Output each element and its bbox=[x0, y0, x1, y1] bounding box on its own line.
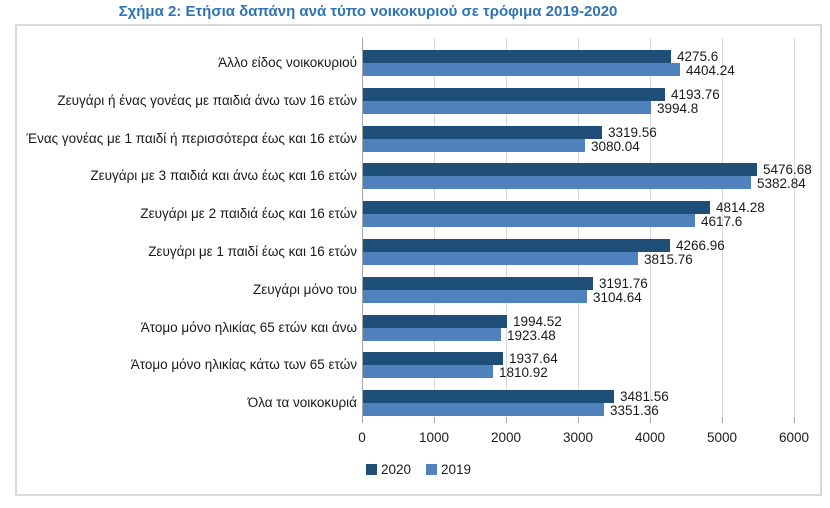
category-label: Ζευγάρι ή ένας γονέας με παιδιά άνω των … bbox=[57, 92, 357, 108]
category-label: Ζευγάρι με 3 παιδιά και άνω έως και 16 ε… bbox=[90, 168, 357, 184]
axis-tickmark bbox=[794, 417, 795, 423]
gridline bbox=[794, 38, 795, 417]
category-label: Άτομο μόνο ηλικίας κάτω των 65 ετών bbox=[130, 357, 357, 373]
value-label-2019: 4617.6 bbox=[701, 214, 743, 230]
bar-2020 bbox=[363, 352, 503, 366]
axis-tickmark bbox=[506, 417, 507, 423]
x-axis-tick-label: 6000 bbox=[778, 430, 810, 445]
legend-item-2019: 2019 bbox=[426, 462, 471, 477]
value-label-2020: 3319.56 bbox=[608, 124, 657, 140]
value-label-2020: 3481.56 bbox=[620, 389, 669, 405]
x-axis-tick-label: 3000 bbox=[562, 430, 594, 445]
bar-2020 bbox=[363, 163, 757, 177]
bar-2019 bbox=[363, 138, 585, 152]
value-label-2019: 3994.8 bbox=[657, 100, 699, 116]
gridline bbox=[722, 38, 723, 417]
bar-2020 bbox=[363, 125, 602, 139]
category-label: Άτομο μόνο ηλικίας 65 ετών και άνω bbox=[140, 319, 357, 335]
value-label-2019: 3080.04 bbox=[591, 138, 640, 154]
bar-2019 bbox=[363, 289, 587, 303]
value-label-2020: 4266.96 bbox=[676, 238, 725, 253]
gridline bbox=[650, 38, 651, 417]
legend-swatch-2020-icon bbox=[365, 464, 377, 475]
bar-2020 bbox=[363, 314, 507, 328]
category-label: Ένας γονέας με 1 παιδί ή περισσότερα έως… bbox=[26, 130, 358, 146]
chart-frame: 0 1000 2000 3000 4000 5000 6000 4275.6 4404.24 Άλ… bbox=[15, 24, 822, 496]
legend-label-2019: 2019 bbox=[441, 462, 472, 477]
bar-2019 bbox=[363, 365, 493, 379]
bar-2020 bbox=[363, 276, 593, 290]
value-label-2019: 1923.48 bbox=[507, 327, 556, 343]
axis-tickmark bbox=[722, 417, 723, 423]
value-label-2019: 3351.36 bbox=[610, 403, 659, 419]
bar-2020 bbox=[363, 239, 670, 252]
legend-label-2020: 2020 bbox=[380, 462, 411, 477]
value-label-2020: 5476.68 bbox=[763, 162, 812, 178]
x-axis-tick-label: 1000 bbox=[418, 430, 450, 445]
x-axis-tick-label: 5000 bbox=[706, 430, 738, 445]
value-label-2019: 4404.24 bbox=[686, 63, 735, 78]
x-axis-tick-label: 2000 bbox=[490, 430, 522, 445]
bar-2019 bbox=[363, 63, 680, 76]
axis-tickmark bbox=[362, 417, 363, 423]
bar-2019 bbox=[363, 214, 695, 228]
category-label: Ζευγάρι μόνο του bbox=[253, 281, 357, 297]
gridline bbox=[434, 38, 435, 417]
axis-tickmark bbox=[650, 417, 651, 423]
bar-2019 bbox=[363, 252, 638, 265]
bar-2019 bbox=[363, 100, 651, 114]
value-label-2019: 5382.84 bbox=[757, 176, 806, 192]
axis-tickmark bbox=[434, 417, 435, 423]
category-label: Όλα τα νοικοκυριά bbox=[247, 395, 357, 411]
value-label-2020: 4193.76 bbox=[671, 86, 720, 102]
value-label-2019: 1810.92 bbox=[499, 365, 548, 381]
plot-area: 0 1000 2000 3000 4000 5000 6000 4275.6 4404.24 Άλ… bbox=[17, 26, 820, 494]
legend-item-2020: 2020 bbox=[365, 462, 411, 477]
value-label-2020: 1994.52 bbox=[513, 313, 562, 329]
bar-2019 bbox=[363, 403, 604, 417]
bar-2019 bbox=[363, 327, 501, 341]
bar-2020 bbox=[363, 50, 671, 63]
bar-2019 bbox=[363, 176, 751, 190]
legend: 2020 2019 bbox=[17, 462, 820, 477]
chart-title: Σχήμα 2: Ετήσια δαπάνη ανά τύπο νοικοκυρ… bbox=[118, 3, 618, 20]
category-label: Ζευγάρι με 2 παιδιά έως και 16 ετών bbox=[140, 206, 357, 222]
bar-2020 bbox=[363, 87, 665, 101]
category-label: Ζευγάρι με 1 παιδί έως και 16 ετών bbox=[148, 244, 357, 259]
x-axis-tick-label: 4000 bbox=[634, 430, 666, 445]
gridline bbox=[578, 38, 579, 417]
bar-2020 bbox=[363, 390, 614, 404]
value-label-2020: 3191.76 bbox=[599, 275, 648, 291]
value-label-2019: 3104.64 bbox=[593, 289, 642, 305]
legend-swatch-2019-icon bbox=[426, 464, 437, 475]
value-label-2020: 1937.64 bbox=[509, 351, 558, 367]
x-axis-tick-label: 0 bbox=[358, 430, 366, 445]
value-label-2020: 4275.6 bbox=[677, 49, 719, 64]
axis-tickmark bbox=[578, 417, 579, 423]
gridline bbox=[506, 38, 507, 417]
bar-2020 bbox=[363, 201, 710, 215]
value-label-2020: 4814.28 bbox=[716, 200, 765, 216]
value-label-2019: 3815.76 bbox=[644, 252, 693, 267]
category-axis-line bbox=[362, 38, 363, 417]
category-label: Άλλο είδος νοικοκυριού bbox=[218, 55, 357, 70]
